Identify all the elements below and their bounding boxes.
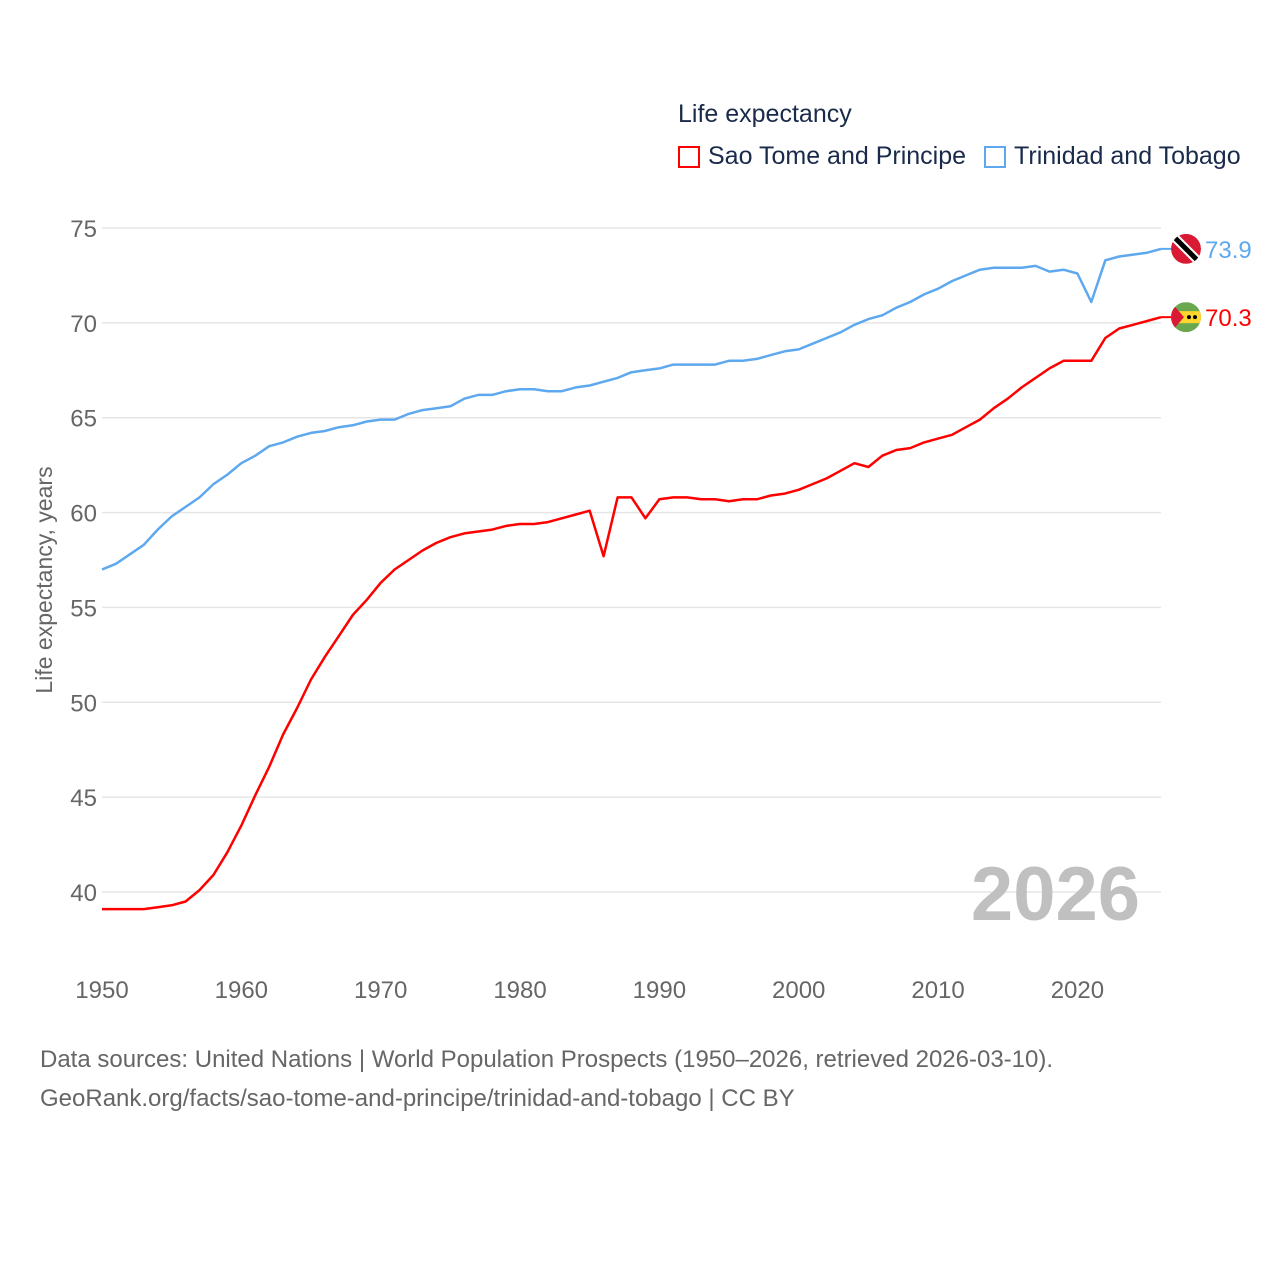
x-tick-label: 2000 <box>772 977 825 1004</box>
y-tick-label: 60 <box>70 501 97 528</box>
x-tick-label: 1980 <box>493 977 546 1004</box>
legend: Sao Tome and Principe Trinidad and Tobag… <box>678 142 1241 171</box>
sao-tome-flag-icon <box>1171 302 1201 333</box>
y-tick-label: 40 <box>70 880 97 907</box>
legend-label: Sao Tome and Principe <box>708 142 967 170</box>
y-tick-label: 55 <box>70 595 97 622</box>
y-tick-label: 65 <box>70 406 97 433</box>
x-tick-label: 1950 <box>75 977 128 1004</box>
x-tick-label: 2010 <box>911 977 964 1004</box>
legend-item-trinidad[interactable]: Trinidad and Tobago <box>984 142 1241 171</box>
legend-title: Life expectancy <box>678 100 852 128</box>
legend-swatch <box>678 145 700 168</box>
year-watermark: 2026 <box>971 852 1140 937</box>
y-tick-label: 45 <box>70 785 97 812</box>
x-tick-label: 1990 <box>633 977 686 1004</box>
series-line-1 <box>101 247 1162 571</box>
y-axis-label: Life expectancy, years <box>31 466 57 693</box>
source-link[interactable]: GeoRank.org/facts/sao-tome-and-principe/… <box>40 1085 795 1112</box>
legend-swatch <box>984 145 1007 168</box>
y-tick-label: 70 <box>70 311 97 338</box>
y-tick-label: 75 <box>70 216 97 243</box>
series-line-0 <box>102 315 1162 911</box>
y-tick-label: 50 <box>70 690 97 717</box>
data-sources: Data sources: United Nations | World Pop… <box>40 1046 1054 1073</box>
legend-label: Trinidad and Tobago <box>1014 142 1241 170</box>
end-value-label: 73.9 <box>1205 237 1252 264</box>
end-value-label: 70.3 <box>1205 305 1252 332</box>
x-tick-label: 1970 <box>354 977 407 1004</box>
trinidad-flag-icon <box>1171 233 1201 264</box>
legend-item-sao-tome[interactable]: Sao Tome and Principe <box>678 142 966 171</box>
x-tick-label: 2020 <box>1051 977 1104 1004</box>
x-tick-label: 1960 <box>215 977 268 1004</box>
